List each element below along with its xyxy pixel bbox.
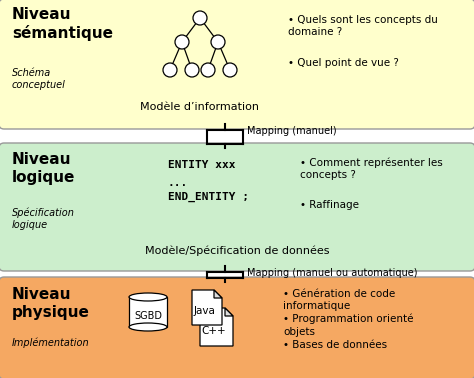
Text: END_ENTITY ;: END_ENTITY ; [168, 192, 249, 202]
Circle shape [175, 35, 189, 49]
Text: Implémentation: Implémentation [12, 338, 90, 349]
Text: Java: Java [194, 306, 216, 316]
Circle shape [185, 63, 199, 77]
Circle shape [163, 63, 177, 77]
Text: • Bases de données: • Bases de données [283, 340, 387, 350]
Ellipse shape [129, 293, 167, 301]
FancyBboxPatch shape [0, 143, 474, 271]
Polygon shape [200, 308, 233, 346]
FancyBboxPatch shape [0, 277, 474, 378]
Circle shape [201, 63, 215, 77]
Text: • Génération de code
informatique: • Génération de code informatique [283, 289, 395, 311]
Text: Niveau
logique: Niveau logique [12, 152, 75, 185]
Circle shape [223, 63, 237, 77]
Text: Mapping (manuel ou automatique): Mapping (manuel ou automatique) [247, 268, 418, 278]
Text: • Comment représenter les
concepts ?: • Comment représenter les concepts ? [300, 157, 443, 180]
Text: Mapping (manuel): Mapping (manuel) [247, 126, 337, 136]
Text: • Quels sont les concepts du
domaine ?: • Quels sont les concepts du domaine ? [288, 15, 438, 37]
Text: C++: C++ [202, 326, 226, 336]
Circle shape [193, 11, 207, 25]
Polygon shape [214, 290, 222, 298]
Text: • Programmation orienté
objets: • Programmation orienté objets [283, 314, 413, 337]
Text: Niveau
physique: Niveau physique [12, 287, 90, 320]
Polygon shape [225, 308, 233, 316]
Text: Modèle/Spécification de données: Modèle/Spécification de données [145, 246, 329, 257]
Text: ENTITY xxx: ENTITY xxx [168, 160, 236, 170]
Ellipse shape [129, 323, 167, 331]
Circle shape [211, 35, 225, 49]
Text: Spécification
logique: Spécification logique [12, 207, 75, 230]
Text: • Quel point de vue ?: • Quel point de vue ? [288, 58, 399, 68]
FancyBboxPatch shape [129, 297, 167, 327]
Text: Modèle d’information: Modèle d’information [140, 102, 259, 112]
Text: SGBD: SGBD [134, 311, 162, 321]
Text: • Raffinage: • Raffinage [300, 200, 359, 210]
Text: ...: ... [168, 178, 188, 188]
Text: Schéma
conceptuel: Schéma conceptuel [12, 68, 66, 90]
Polygon shape [192, 290, 222, 325]
FancyBboxPatch shape [0, 0, 474, 129]
Text: Niveau
sémantique: Niveau sémantique [12, 7, 113, 41]
